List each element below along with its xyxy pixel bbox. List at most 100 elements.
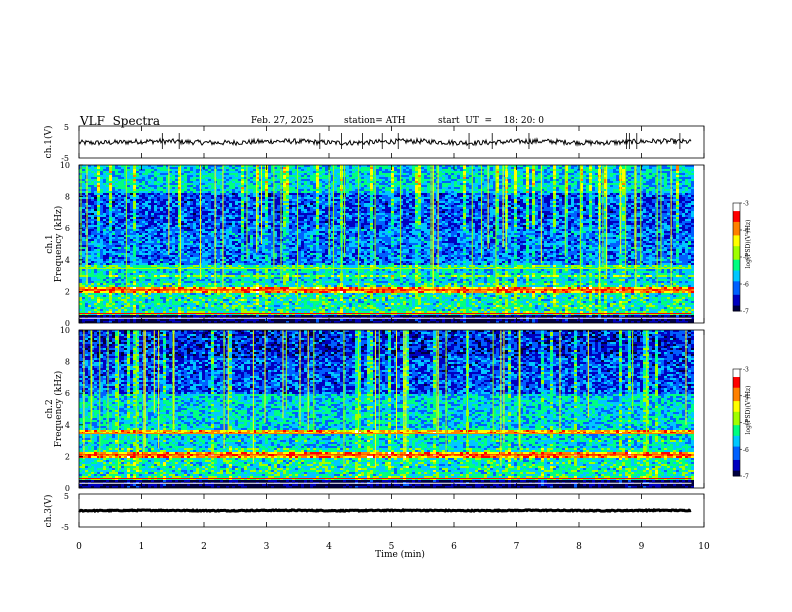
spectrogram-cell (121, 223, 124, 225)
spectrogram-cell (100, 279, 103, 281)
spectrogram-cell (121, 311, 124, 313)
spectrogram-cell (121, 303, 124, 305)
spectrogram-cell (94, 287, 97, 289)
spectrogram-cell (109, 195, 112, 197)
spectrogram-cell (85, 295, 88, 297)
spectrogram-cell (112, 209, 115, 211)
spectrogram-cell (91, 259, 94, 261)
spectrogram-cell (115, 243, 118, 245)
spectrogram-cell (112, 229, 115, 231)
spectrogram-cell (112, 245, 115, 247)
spectrogram-cell (91, 189, 94, 191)
spectrogram-cell (91, 307, 94, 309)
spectrogram-cell (91, 225, 94, 227)
spectrogram-cell (94, 237, 97, 239)
spectrogram-cell (115, 293, 118, 295)
spectrogram-cell (109, 303, 112, 305)
spectrogram-cell (103, 179, 106, 181)
spectrogram-cell (115, 179, 118, 181)
spectrogram-cell (103, 177, 106, 179)
spectrogram-cell (112, 169, 115, 171)
spectrogram-cell (88, 213, 91, 215)
spectrogram-cell (91, 273, 94, 275)
spectrogram-cell (91, 207, 94, 209)
spectrogram-cell (109, 185, 112, 187)
spectrogram-cell (109, 299, 112, 301)
spectrogram-cell (82, 185, 85, 187)
spectrogram-cell (115, 199, 118, 201)
spectrogram-cell (106, 185, 109, 187)
spectrogram-cell (109, 295, 112, 297)
spectrogram-cell (94, 309, 97, 311)
spectrogram-cell (91, 243, 94, 245)
spectrogram-cell (82, 231, 85, 233)
spectrogram-cell (85, 183, 88, 185)
spectrogram-cell (109, 285, 112, 287)
spectrogram-cell (115, 193, 118, 195)
spectrogram-cell (112, 197, 115, 199)
spectrogram-cell (97, 215, 100, 217)
spectrogram-cell (82, 263, 85, 265)
spectrogram-cell (100, 237, 103, 239)
spectrogram-cell (115, 215, 118, 217)
spectrogram-cell (97, 213, 100, 215)
spectrogram-cell (121, 177, 124, 179)
spectrogram-cell (103, 233, 106, 235)
spectrogram-cell (85, 223, 88, 225)
spectrogram-cell (112, 299, 115, 301)
spectrogram-cell (106, 307, 109, 309)
spectrogram-cell (88, 233, 91, 235)
spectrogram-cell (115, 177, 118, 179)
spectrogram-cell (112, 263, 115, 265)
spectrogram-cell (103, 309, 106, 311)
spectrogram-cell (97, 311, 100, 313)
spectrogram-cell (85, 287, 88, 289)
spectrogram-cell (121, 205, 124, 207)
spectrogram-cell (106, 167, 109, 169)
spectrogram-cell (88, 259, 91, 261)
spectrogram-cell (97, 195, 100, 197)
spectrogram-cell (94, 169, 97, 171)
spectrogram-cell (118, 185, 121, 187)
spectrogram-cell (103, 281, 106, 283)
spectrogram-cell (106, 171, 109, 173)
spectrogram-cell (100, 179, 103, 181)
spectrogram-cell (112, 207, 115, 209)
spectrogram-cell (112, 319, 115, 321)
spectrogram-cell (106, 177, 109, 179)
spectrogram-cell (88, 319, 91, 321)
spectrogram-cell (91, 237, 94, 239)
spectrogram-cell (121, 215, 124, 217)
spectrogram-cell (103, 287, 106, 289)
spectrogram-cell (88, 297, 91, 299)
spectrogram-cell (88, 281, 91, 283)
spectrogram-cell (115, 283, 118, 285)
spectrogram-cell (121, 275, 124, 277)
spectrogram-cell (109, 205, 112, 207)
spectrogram-cell (118, 181, 121, 183)
spectrogram-cell (88, 301, 91, 303)
spectrogram-cell (112, 171, 115, 173)
spectrogram-cell (100, 245, 103, 247)
spectrogram-cell (94, 215, 97, 217)
spectrogram-cell (94, 235, 97, 237)
spectrogram-cell (85, 171, 88, 173)
spectrogram-cell (82, 261, 85, 263)
spectrogram-cell (94, 201, 97, 203)
spectrogram-cell (79, 183, 82, 185)
spectrogram-cell (112, 167, 115, 169)
spectrogram-cell (82, 183, 85, 185)
spectrogram-cell (97, 287, 100, 289)
spectrogram-cell (79, 229, 82, 231)
spectrogram-cell (106, 187, 109, 189)
spectrogram-cell (85, 167, 88, 169)
spectrogram-cell (82, 243, 85, 245)
spectrogram-cell (79, 201, 82, 203)
spectrogram-cell (109, 271, 112, 273)
spectrogram-cell (103, 195, 106, 197)
spectrogram-cell (91, 173, 94, 175)
spectrogram-cell (97, 175, 100, 177)
spectrogram-cell (91, 217, 94, 219)
spectrogram-cell (115, 287, 118, 289)
spectrogram-cell (109, 311, 112, 313)
